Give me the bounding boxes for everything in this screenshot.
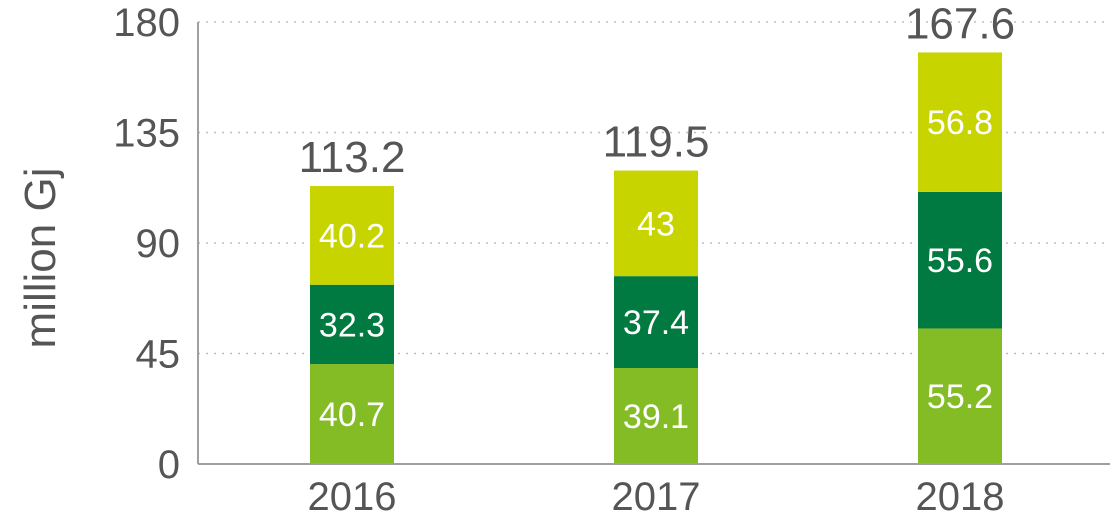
bar-segment [918, 191, 1002, 329]
bar-segment [310, 186, 394, 285]
segment-value-label: 55.6 [927, 242, 993, 280]
y-axis-ticks: 0 45 90 135 180 [113, 1, 180, 487]
y-tick-label: 180 [113, 1, 180, 45]
bars: 40.7 32.3 40.2 113.2 39.1 37.4 43 119.5 55.2 55.6… [299, 0, 1015, 464]
segment-value-label: 32.3 [319, 306, 385, 344]
bar-total-label: 119.5 [603, 118, 710, 167]
segment-value-label: 40.7 [319, 396, 385, 434]
bar-segment [310, 364, 394, 464]
x-axis-ticks: 2016 2017 2018 [308, 475, 1005, 519]
segment-value-label: 43 [637, 205, 675, 243]
bar-segment [614, 367, 698, 464]
segment-value-label: 39.1 [623, 398, 689, 436]
segment-value-label: 56.8 [927, 104, 993, 142]
y-axis-label: million Gj [16, 168, 65, 349]
segment-value-label: 55.2 [927, 378, 993, 416]
bar-segment [310, 284, 394, 365]
segment-value-label: 37.4 [623, 304, 689, 342]
x-tick-label: 2016 [308, 475, 397, 519]
bar-total-label: 113.2 [299, 133, 406, 182]
bar-segment [918, 328, 1002, 464]
y-tick-label: 45 [136, 333, 181, 377]
x-tick-label: 2017 [612, 475, 701, 519]
y-tick-label: 135 [113, 112, 180, 156]
segment-value-label: 40.2 [319, 217, 385, 255]
bar-total-label: 167.6 [905, 0, 1015, 48]
y-tick-label: 0 [158, 443, 180, 487]
bar-segment [918, 52, 1002, 192]
y-tick-label: 90 [136, 222, 181, 266]
bar-segment [614, 276, 698, 368]
x-tick-label: 2018 [916, 475, 1005, 519]
bar-segment [614, 170, 698, 277]
